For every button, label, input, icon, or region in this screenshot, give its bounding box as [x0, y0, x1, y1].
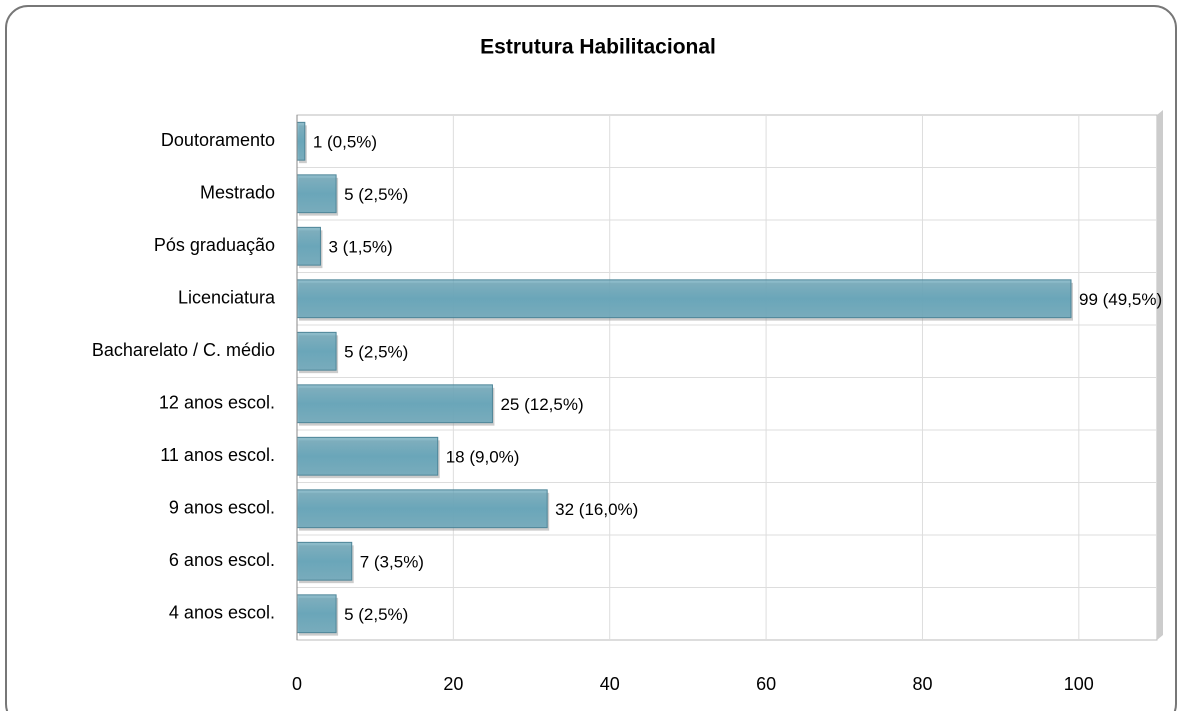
y-tick-label: Doutoramento — [161, 130, 275, 150]
value-label: 99 (49,5%) — [1079, 290, 1162, 309]
y-tick-label: 11 anos escol. — [160, 445, 275, 465]
y-tick-label: 4 anos escol. — [169, 603, 275, 623]
value-label: 5 (2,5%) — [344, 605, 408, 624]
value-label: 3 (1,5%) — [328, 238, 392, 257]
x-tick-label: 100 — [1064, 674, 1094, 694]
y-tick-label: Pós graduação — [154, 235, 275, 255]
x-tick-label: 60 — [756, 674, 776, 694]
chart-title: Estrutura Habilitacional — [480, 36, 716, 59]
bar — [296, 226, 321, 266]
y-tick-label: Mestrado — [200, 183, 275, 203]
bar — [296, 489, 548, 529]
value-label: 32 (16,0%) — [555, 500, 638, 519]
y-tick-label: 9 anos escol. — [169, 498, 275, 518]
x-tick-label: 20 — [443, 674, 463, 694]
y-tick-label: Bacharelato / C. médio — [92, 340, 275, 360]
bar — [296, 331, 337, 371]
plot-depth — [1157, 110, 1163, 640]
bar — [296, 594, 337, 634]
x-tick-label: 80 — [912, 674, 932, 694]
y-tick-label: 12 anos escol. — [159, 393, 275, 413]
value-label: 5 (2,5%) — [344, 185, 408, 204]
bar — [296, 121, 306, 161]
y-tick-label: Licenciatura — [178, 288, 276, 308]
bar — [296, 174, 337, 214]
value-label: 25 (12,5%) — [500, 395, 583, 414]
value-label: 1 (0,5%) — [313, 133, 377, 152]
value-label: 18 (9,0%) — [446, 448, 520, 467]
x-tick-label: 0 — [292, 674, 302, 694]
bar — [296, 436, 439, 476]
value-label: 5 (2,5%) — [344, 343, 408, 362]
bar — [296, 279, 1072, 319]
bar — [296, 384, 493, 424]
value-label: 7 (3,5%) — [360, 553, 424, 572]
y-tick-label: 6 anos escol. — [169, 550, 275, 570]
bar — [296, 541, 353, 581]
x-tick-label: 40 — [600, 674, 620, 694]
